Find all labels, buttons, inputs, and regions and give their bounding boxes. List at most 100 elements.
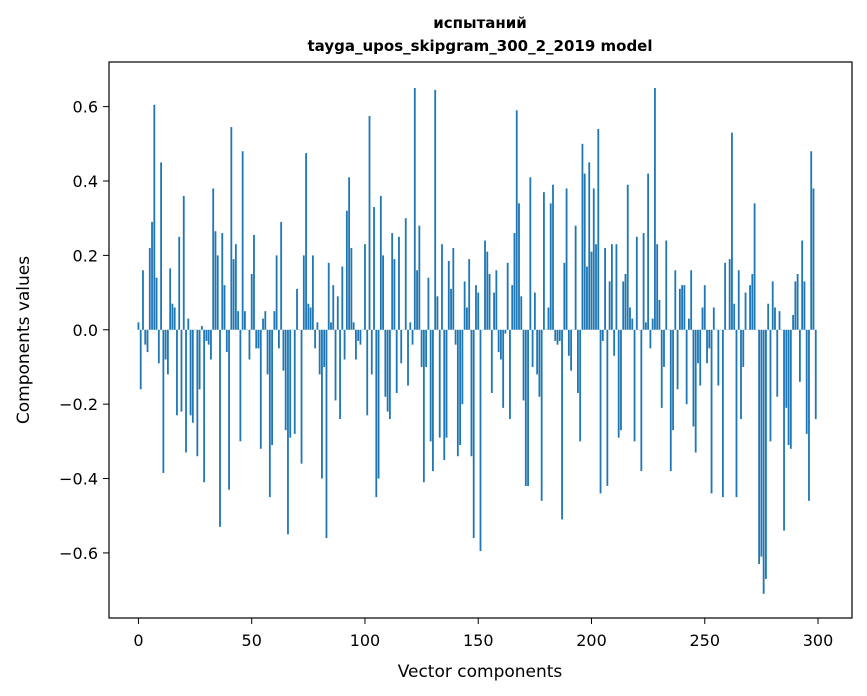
bar (672, 329, 674, 431)
bar (640, 329, 643, 472)
bar (187, 318, 190, 330)
bar (753, 203, 756, 330)
bar (225, 329, 228, 353)
bar (565, 188, 568, 330)
bar (169, 268, 172, 330)
bar (219, 329, 221, 527)
bar (678, 288, 681, 330)
bar (692, 329, 695, 427)
bar (427, 277, 430, 330)
bar (554, 329, 557, 341)
bar (280, 221, 283, 330)
bar (273, 311, 276, 330)
bar (377, 329, 380, 479)
bar (744, 292, 747, 330)
bar (597, 128, 600, 330)
bar (762, 329, 765, 594)
y-tick-label: −0.4 (59, 470, 98, 489)
bar (264, 311, 267, 330)
bar (488, 273, 491, 330)
bar (325, 329, 328, 539)
bar (531, 329, 534, 367)
bar (420, 329, 423, 367)
bar (509, 329, 511, 420)
bar (721, 329, 724, 498)
bar (332, 285, 335, 330)
bar (212, 188, 215, 330)
bar (814, 329, 817, 420)
bar (287, 329, 289, 535)
bar (608, 281, 611, 330)
bar (610, 244, 613, 330)
bar (617, 329, 620, 438)
bar (683, 285, 686, 330)
bar (214, 231, 217, 330)
bar (477, 292, 480, 330)
bar (805, 329, 808, 434)
bar (232, 259, 235, 330)
bar (499, 329, 502, 360)
bar (620, 329, 622, 431)
bar (228, 329, 230, 490)
x-tick-label: 0 (133, 631, 143, 650)
bar (223, 285, 226, 330)
x-tick-label: 200 (576, 631, 607, 650)
bar (459, 329, 462, 446)
bar (352, 322, 355, 330)
bar (547, 307, 550, 330)
bar (710, 329, 713, 494)
bar (302, 255, 305, 330)
bar (538, 329, 541, 397)
bar (590, 251, 593, 330)
bar (760, 329, 763, 557)
bar (567, 329, 570, 356)
chart-title-line-1: испытаний (433, 14, 527, 32)
y-tick-label: 0.6 (73, 98, 98, 117)
bar (248, 329, 251, 360)
bar (740, 329, 742, 420)
bar (717, 329, 720, 386)
bar (334, 329, 337, 401)
bar (472, 329, 475, 539)
bar (368, 115, 371, 330)
bar (665, 240, 668, 330)
bar (160, 162, 162, 330)
bar (425, 329, 428, 367)
bar (556, 329, 559, 345)
bar (660, 329, 663, 408)
bar (443, 329, 446, 460)
bar (359, 329, 362, 345)
bar (266, 329, 269, 375)
bar (343, 329, 346, 360)
bar (633, 329, 636, 442)
bar (613, 329, 616, 356)
bar (293, 329, 296, 434)
bar (586, 266, 588, 330)
y-tick-label: 0.0 (73, 321, 98, 340)
bar (703, 285, 706, 330)
bar (697, 329, 699, 364)
bar (579, 329, 582, 442)
bar (348, 177, 351, 330)
bar (765, 329, 767, 579)
bar (558, 329, 561, 341)
bar (810, 151, 813, 330)
x-axis-label: Vector components (398, 662, 563, 682)
bar (549, 203, 552, 330)
bar (604, 247, 606, 330)
bar (355, 329, 357, 360)
bar (384, 329, 387, 397)
bar (407, 329, 409, 386)
bar (490, 329, 493, 393)
bar (189, 329, 192, 416)
bar (724, 262, 727, 330)
bar (309, 307, 312, 330)
bar (253, 234, 255, 330)
x-tick-label: 300 (803, 631, 834, 650)
bars-group (137, 88, 817, 594)
bar (581, 143, 584, 330)
bar (255, 329, 258, 349)
bar (515, 110, 518, 330)
bar (803, 281, 806, 330)
